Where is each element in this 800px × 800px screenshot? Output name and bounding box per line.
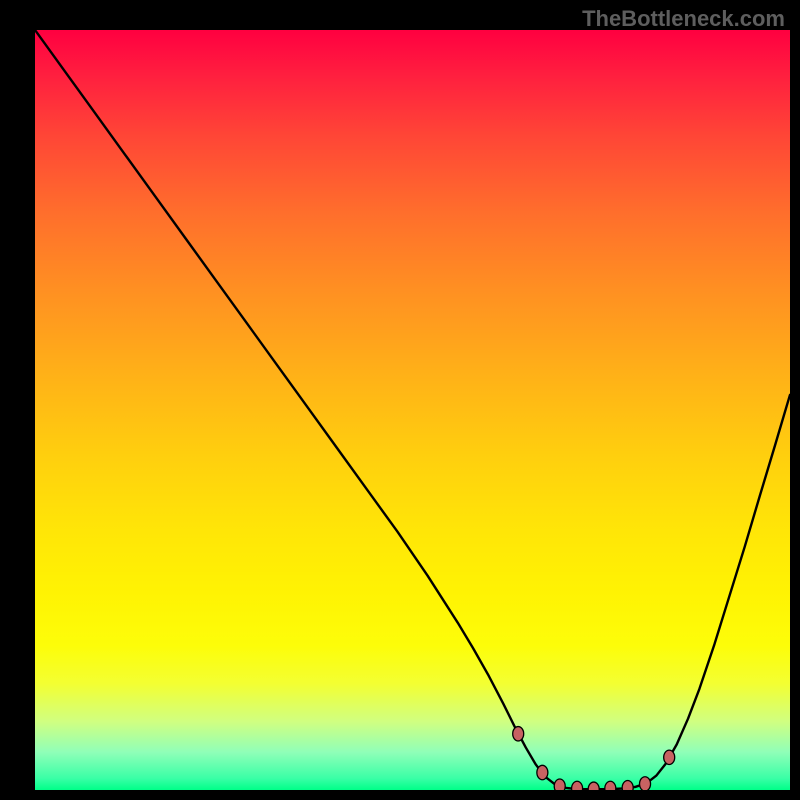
marker-point [588,782,599,790]
marker-point [537,765,548,779]
marker-point [605,781,616,790]
marker-point [640,777,651,790]
chart-svg [35,30,790,790]
marker-point [554,779,565,790]
marker-point [513,727,524,741]
marker-point [622,781,633,790]
plot-area [35,30,790,790]
marker-point [572,781,583,790]
marker-point [664,750,675,764]
chart-background [35,30,790,790]
watermark-text: TheBottleneck.com [582,6,785,32]
chart-container: TheBottleneck.com [0,0,800,800]
